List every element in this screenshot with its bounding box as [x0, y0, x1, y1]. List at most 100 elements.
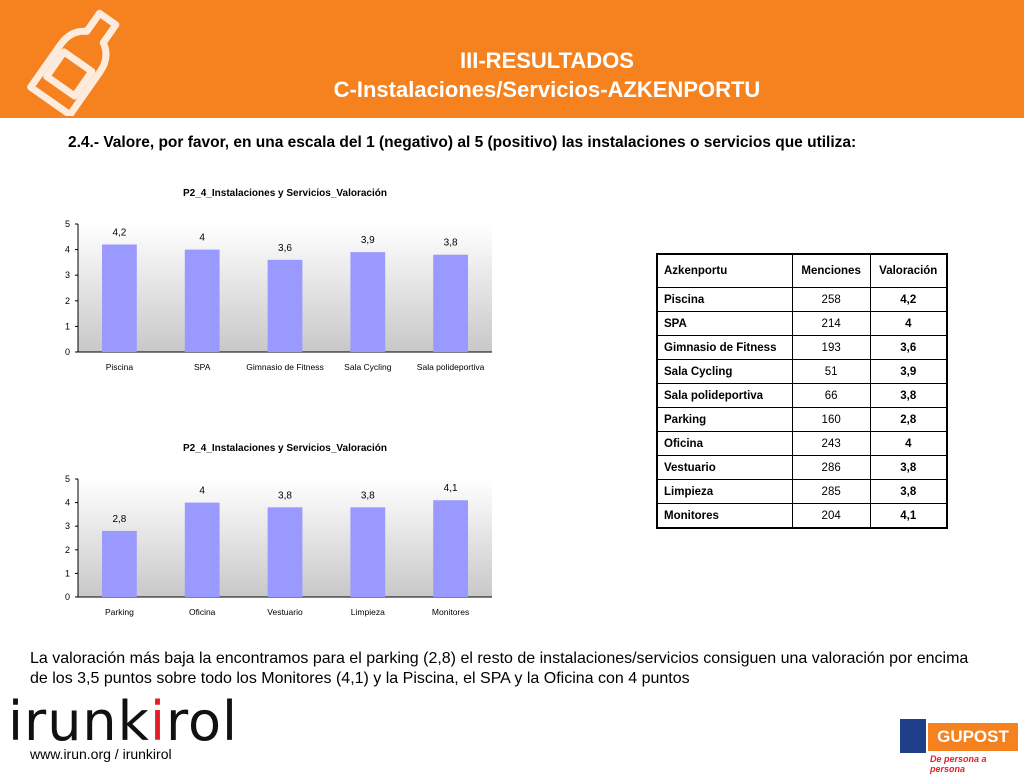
table-cell: Limpieza — [656, 479, 793, 504]
table-cell: Gimnasio de Fitness — [656, 335, 793, 360]
table-cell: Sala polideportiva — [656, 383, 793, 408]
table-cell: 4,2 — [869, 287, 948, 312]
table-cell: 3,8 — [869, 455, 948, 480]
chart-svg: P2_4_Instalaciones y Servicios_Valoració… — [65, 188, 492, 372]
x-tick-label: Vestuario — [267, 607, 303, 617]
table-row: SPA 214 4 — [656, 311, 948, 336]
data-label: 4,1 — [444, 483, 458, 494]
y-tick-label: 2 — [65, 545, 70, 555]
y-tick-label: 2 — [65, 296, 70, 306]
column-header: Valoración — [869, 253, 948, 288]
table-cell: 51 — [791, 359, 871, 384]
table-cell: 160 — [791, 407, 871, 432]
bar — [350, 252, 386, 352]
bar — [184, 502, 220, 597]
table-cell: 258 — [791, 287, 871, 312]
website-link[interactable]: www.irun.org / irunkirol — [30, 746, 172, 762]
irunkirol-logo: irunkirol — [8, 690, 239, 753]
table-cell: 3,8 — [869, 383, 948, 408]
x-tick-label: Sala Cycling — [344, 362, 392, 372]
table-cell: SPA — [656, 311, 793, 336]
y-tick-label: 1 — [65, 321, 70, 331]
results-table: Azkenportu Menciones Valoración Piscina 2… — [656, 253, 948, 529]
table-cell: 4 — [869, 431, 948, 456]
x-tick-label: Gimnasio de Fitness — [246, 362, 323, 372]
table-cell: 243 — [791, 431, 871, 456]
table-cell: Oficina — [656, 431, 793, 456]
data-label: 4 — [199, 486, 205, 497]
table-row: Limpieza 285 3,8 — [656, 479, 948, 504]
table-cell: 66 — [791, 383, 871, 408]
bar — [102, 530, 137, 597]
partner-name: GUPOST — [928, 723, 1018, 751]
x-tick-label: Parking — [105, 607, 134, 617]
table-cell: 193 — [791, 335, 871, 360]
table-row: Piscina 258 4,2 — [656, 287, 948, 312]
bottle-icon — [27, 9, 120, 116]
y-tick-label: 0 — [65, 592, 70, 602]
y-tick-label: 3 — [65, 270, 70, 280]
table-cell: Sala Cycling — [656, 359, 793, 384]
chart-valoracion-2: P2_4_Instalaciones y Servicios_Valoració… — [50, 437, 500, 627]
x-tick-label: Limpieza — [351, 607, 385, 617]
data-label: 3,8 — [278, 490, 292, 501]
table-row: Sala Cycling 51 3,9 — [656, 359, 948, 384]
data-label: 3,8 — [361, 490, 375, 501]
table-row: Parking 160 2,8 — [656, 407, 948, 432]
page-title: III-RESULTADOS C-Instalaciones/Servicios… — [0, 46, 1024, 104]
partner-slogan: De persona a persona — [930, 754, 987, 774]
shield-icon — [900, 719, 926, 753]
data-label: 4,2 — [112, 227, 126, 238]
data-label: 3,9 — [361, 235, 375, 246]
data-label: 3,6 — [278, 243, 292, 254]
table-cell: 3,9 — [869, 359, 948, 384]
table-row: Sala polideportiva 66 3,8 — [656, 383, 948, 408]
y-tick-label: 4 — [65, 245, 70, 255]
table-row: Gimnasio de Fitness 193 3,6 — [656, 335, 948, 360]
chart-title: P2_4_Instalaciones y Servicios_Valoració… — [183, 443, 387, 454]
table-cell: Monitores — [656, 503, 793, 529]
table-cell: Vestuario — [656, 455, 793, 480]
table-row: Vestuario 286 3,8 — [656, 455, 948, 480]
column-header: Azkenportu — [656, 253, 793, 288]
x-tick-label: SPA — [194, 362, 211, 372]
table-cell: Piscina — [656, 287, 793, 312]
y-tick-label: 5 — [65, 219, 70, 229]
x-tick-label: Piscina — [106, 362, 134, 372]
y-tick-label: 5 — [65, 474, 70, 484]
y-tick-label: 1 — [65, 568, 70, 578]
y-tick-label: 4 — [65, 498, 70, 508]
table-cell: 214 — [791, 311, 871, 336]
table-cell: 2,8 — [869, 407, 948, 432]
gupost-logo: GUPOST De persona a persona — [900, 719, 1020, 774]
chart-title: P2_4_Instalaciones y Servicios_Valoració… — [183, 188, 387, 199]
y-tick-label: 3 — [65, 521, 70, 531]
title-line-1: III-RESULTADOS — [460, 48, 634, 73]
bar — [102, 244, 137, 352]
data-label: 3,8 — [444, 238, 458, 249]
survey-question: 2.4.- Valore, por favor, en una escala d… — [68, 134, 857, 151]
table-row: Oficina 243 4 — [656, 431, 948, 456]
bar — [433, 500, 468, 597]
header-banner: III-RESULTADOS C-Instalaciones/Servicios… — [0, 0, 1024, 118]
chart-svg: P2_4_Instalaciones y Servicios_Valoració… — [65, 443, 492, 617]
bar — [267, 507, 303, 597]
table-cell: 3,8 — [869, 479, 948, 504]
x-tick-label: Oficina — [189, 607, 216, 617]
y-tick-label: 0 — [65, 347, 70, 357]
table-cell: 3,6 — [869, 335, 948, 360]
title-line-2: C-Instalaciones/Servicios-AZKENPORTU — [333, 77, 761, 102]
table-cell: 286 — [791, 455, 871, 480]
column-header: Menciones — [791, 253, 871, 288]
table-cell: 204 — [791, 503, 871, 529]
chart-valoracion-1: P2_4_Instalaciones y Servicios_Valoració… — [50, 182, 500, 382]
bar — [184, 249, 220, 352]
data-label: 2,8 — [112, 514, 126, 525]
bar — [433, 254, 468, 352]
x-tick-label: Monitores — [432, 607, 469, 617]
data-label: 4 — [199, 233, 205, 244]
table-header-row: Azkenportu Menciones Valoración — [656, 253, 948, 288]
table-cell: 285 — [791, 479, 871, 504]
table-cell: 4,1 — [869, 503, 948, 529]
table-row: Monitores 204 4,1 — [656, 503, 948, 529]
